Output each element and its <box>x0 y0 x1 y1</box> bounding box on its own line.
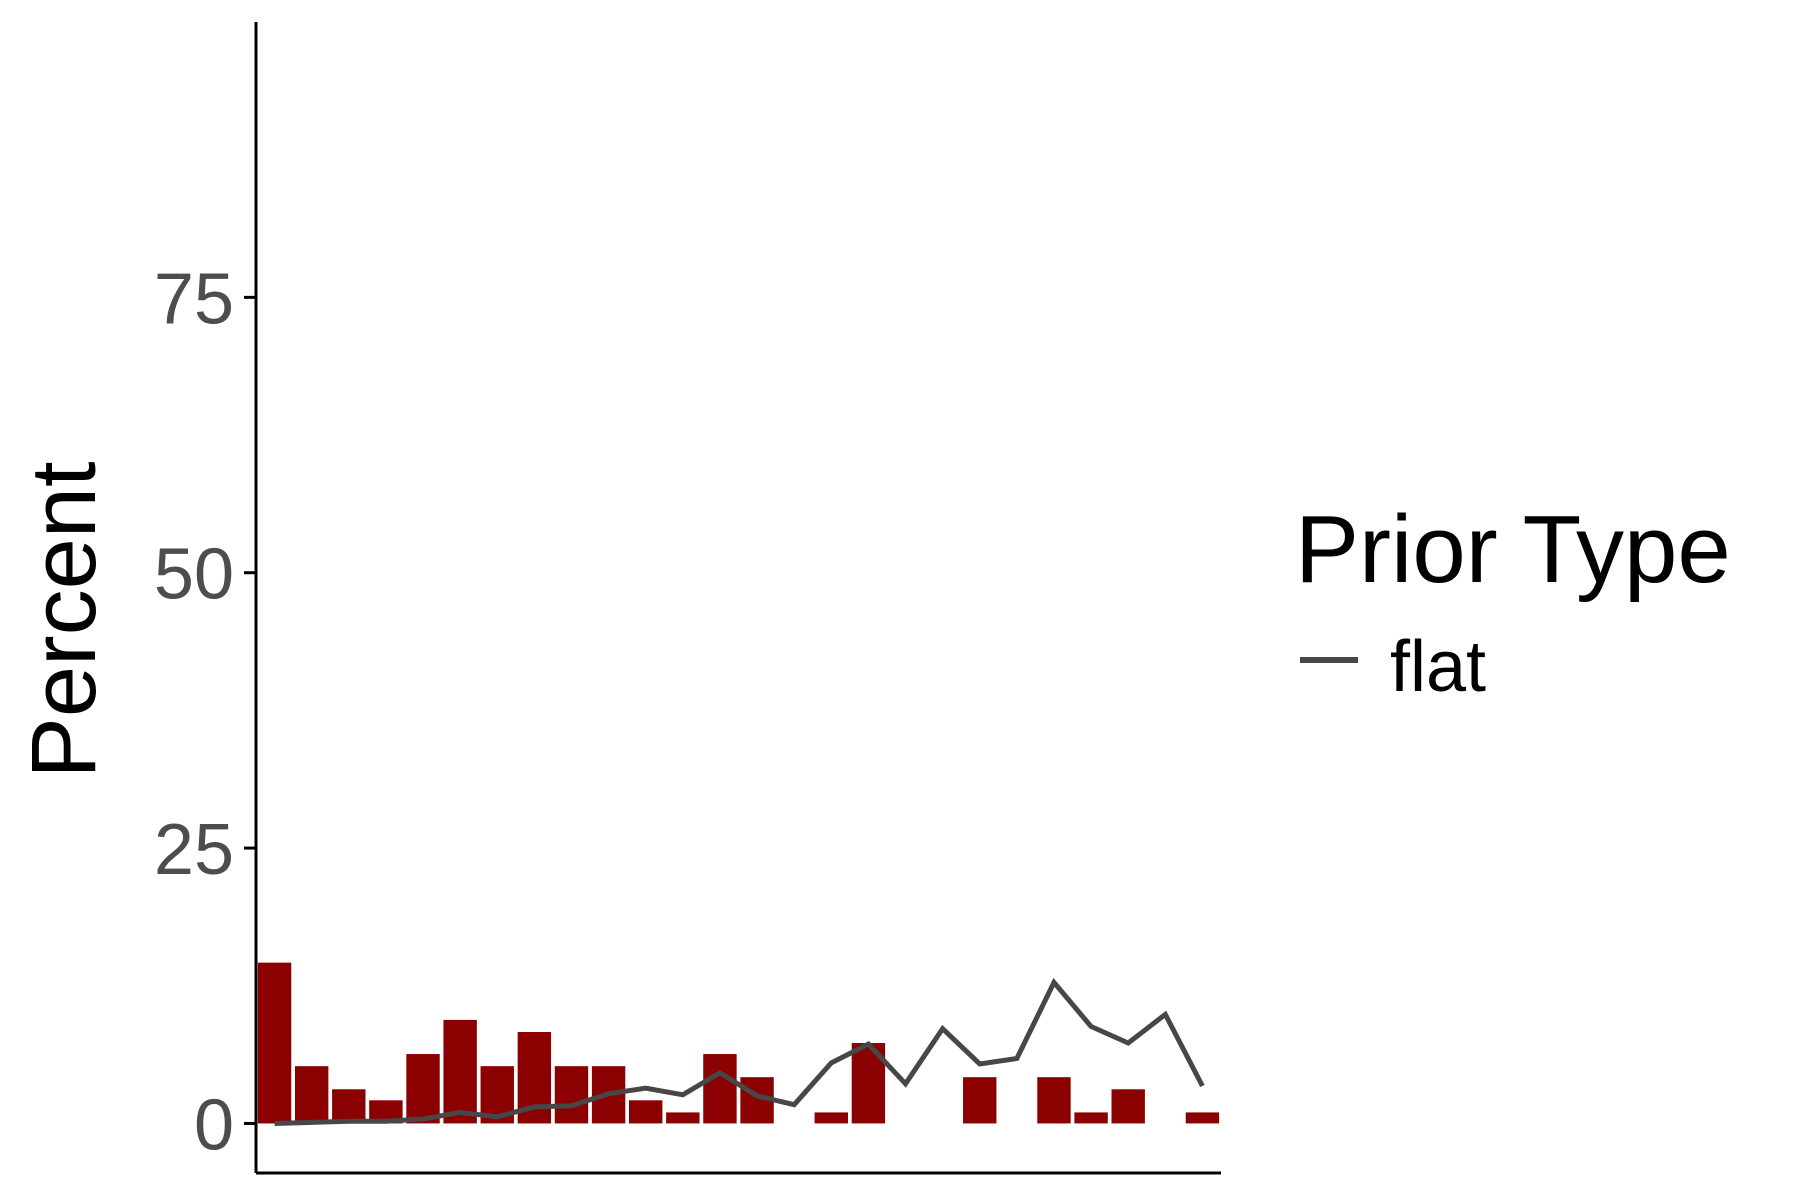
bar-13 <box>703 1054 737 1124</box>
y-tick-label-75: 75 <box>154 259 234 339</box>
bar-16 <box>814 1112 848 1124</box>
legend-title: Prior Type <box>1295 496 1731 603</box>
y-tick-label-0: 0 <box>194 1085 234 1165</box>
bar-4 <box>369 1100 403 1124</box>
y-axis-title: Percent <box>13 461 115 778</box>
bars <box>257 962 1220 1124</box>
bar-2 <box>294 1066 329 1124</box>
y-tick-label-25: 25 <box>154 810 234 890</box>
bar-9 <box>554 1066 589 1124</box>
bar-11 <box>629 1100 663 1124</box>
bar-12 <box>666 1112 700 1124</box>
bar-23 <box>1074 1112 1108 1124</box>
bar-1 <box>257 962 292 1124</box>
y-tick-label-50: 50 <box>154 535 234 615</box>
series-line-flat <box>274 977 1205 1126</box>
bar-5 <box>406 1054 440 1124</box>
bar-24 <box>1111 1089 1145 1124</box>
bar-3 <box>332 1089 366 1124</box>
bar-26 <box>1185 1112 1220 1124</box>
y-ticks: 0 25 50 75 <box>154 259 256 1165</box>
bar-6 <box>443 1019 477 1124</box>
legend-label-flat: flat <box>1390 627 1486 707</box>
bar-20 <box>963 1077 997 1124</box>
bar-22 <box>1037 1077 1071 1124</box>
